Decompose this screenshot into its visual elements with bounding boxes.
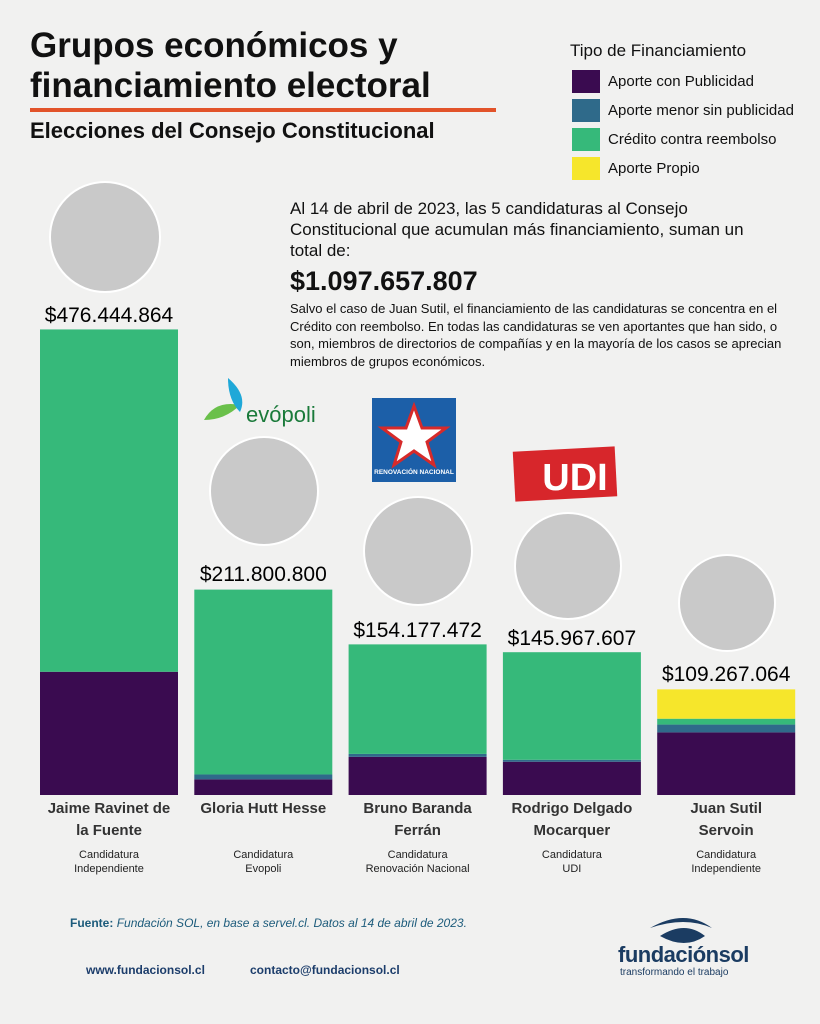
rn-text: RENOVACIÓN NACIONAL <box>374 467 454 476</box>
candidacy: Independiente <box>74 863 144 875</box>
bar-segment <box>194 774 333 780</box>
bar-segment <box>657 724 796 733</box>
website: www.fundacionsol.cl <box>86 963 205 977</box>
evopoli-leaf <box>228 378 243 412</box>
bar-segment <box>348 644 487 754</box>
candidate-name: Jaime Ravinet de la Fuente <box>47 800 171 839</box>
photo <box>514 512 622 620</box>
legend-swatch <box>572 128 600 151</box>
photo <box>49 181 161 293</box>
candidacy-label: Candidatura <box>233 849 294 861</box>
candidate-name: Bruno Baranda Ferrán <box>363 800 472 839</box>
candidacy-label: Candidatura <box>79 849 139 861</box>
legend-swatch <box>572 70 600 93</box>
brand: fundaciónsol <box>618 942 749 967</box>
photo <box>678 554 776 652</box>
subtitle: Elecciones del Consejo Constitucional <box>30 118 435 143</box>
bar-segment <box>502 652 641 760</box>
candidacy: Renovación Nacional <box>365 863 470 875</box>
photos <box>49 181 776 652</box>
source-text: Fundación SOL, en base a servel.cl. Dato… <box>116 916 467 930</box>
candidate-name: Rodrigo Delgado Mocarquer <box>511 800 633 839</box>
legend-label: Crédito contra reembolso <box>608 131 777 148</box>
bar-segment <box>502 761 641 795</box>
total-label: $109.267.064 <box>662 663 791 686</box>
candidacy-label: Candidatura <box>387 849 448 861</box>
bar-segment <box>194 779 333 795</box>
bar-segment <box>657 689 796 719</box>
candidacy: Evopoli <box>245 863 282 875</box>
candidate-name: Gloria Hutt Hesse <box>200 800 327 817</box>
total-label: $145.967.607 <box>508 627 636 650</box>
candidate-name: Juan Sutil Servoin <box>690 800 763 839</box>
legend-title: Tipo de Financiamiento <box>570 41 747 60</box>
photo <box>363 496 473 606</box>
udi-text: UDI <box>542 457 607 499</box>
source-label: Fuente: <box>70 916 114 930</box>
rn-star <box>377 401 451 469</box>
bar-segment <box>657 718 796 725</box>
evopoli-logo: evópoli <box>246 402 316 427</box>
bar-segment <box>348 756 487 795</box>
legend-label: Aporte menor sin publicidad <box>608 102 794 119</box>
total-label: $154.177.472 <box>353 619 481 642</box>
total-label: $211.800.800 <box>200 563 327 586</box>
bar-segment <box>657 732 796 795</box>
legend-label: Aporte Propio <box>608 160 700 177</box>
tagline: transformando el trabajo <box>620 967 729 978</box>
candidacy-label: Candidatura <box>696 849 757 861</box>
udi-logo <box>512 446 618 502</box>
total-label: $476.444.864 <box>45 304 174 327</box>
bar-segment <box>40 671 178 795</box>
legend-swatch <box>572 157 600 180</box>
legend-label: Aporte con Publicidad <box>608 73 754 90</box>
source: Fuente: Fundación SOL, en base a servel.… <box>70 916 467 930</box>
brand-icon <box>650 918 712 943</box>
title-line: Grupos económicos y <box>30 26 398 65</box>
note: Salvo el caso de Juan Sutil, el financia… <box>290 301 782 369</box>
candidacy: Independiente <box>691 863 762 875</box>
title: Grupos económicos y financiamiento elect… <box>30 26 431 106</box>
bar-segment <box>502 759 641 762</box>
photo <box>209 436 319 546</box>
bar-segment <box>194 589 333 775</box>
bar-segment <box>348 753 487 757</box>
candidacy: UDI <box>562 863 582 875</box>
candidacy-label: Candidatura <box>541 849 602 861</box>
intro-text: Al 14 de abril de 2023, las 5 candidatur… <box>290 199 744 260</box>
email: contacto@fundacionsol.cl <box>250 963 400 977</box>
bar-segment <box>40 329 178 672</box>
legend-swatch <box>572 99 600 122</box>
grand-total: $1.097.657.807 <box>290 266 478 296</box>
evopoli-leaf <box>204 404 240 420</box>
title-line: financiamiento electoral <box>30 66 431 105</box>
divider <box>30 108 496 112</box>
